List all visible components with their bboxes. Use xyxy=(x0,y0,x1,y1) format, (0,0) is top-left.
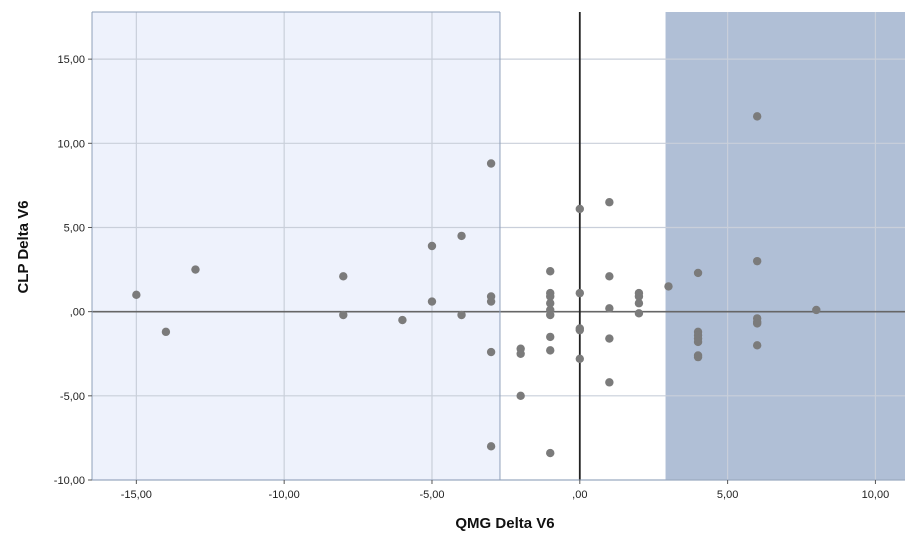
data-point xyxy=(575,288,584,298)
y-tick-label: ,00 xyxy=(70,307,85,319)
data-points xyxy=(132,112,821,458)
data-point xyxy=(546,332,555,342)
data-point xyxy=(398,315,407,325)
data-point xyxy=(457,310,466,320)
data-point xyxy=(575,204,584,214)
y-tick-label: -5,00 xyxy=(60,391,85,403)
data-point xyxy=(664,282,673,291)
data-point xyxy=(546,299,555,308)
data-point xyxy=(486,159,496,168)
data-point xyxy=(752,256,762,266)
data-point xyxy=(427,241,437,251)
data-point xyxy=(546,346,555,355)
y-axis-title: CLP Delta V6 xyxy=(15,200,32,293)
x-tick-label: 10,00 xyxy=(862,489,890,501)
data-point xyxy=(339,310,348,320)
reference-lines xyxy=(92,12,905,480)
x-axis-ticks: -15,00 -10,00 -5,00 ,00 5,00 10,00 xyxy=(121,480,889,501)
data-point xyxy=(605,198,614,207)
x-tick-label: -5,00 xyxy=(419,489,444,501)
data-point xyxy=(693,268,703,278)
y-tick-label: 10,00 xyxy=(57,138,85,150)
data-point xyxy=(575,354,584,363)
data-point xyxy=(605,304,614,313)
data-point xyxy=(546,310,555,320)
y-tick-label: 5,00 xyxy=(64,222,85,234)
data-point xyxy=(546,267,555,276)
data-point xyxy=(516,391,525,401)
data-point xyxy=(605,334,614,343)
x-axis-title: QMG Delta V6 xyxy=(455,515,554,532)
data-point xyxy=(693,337,703,347)
data-point xyxy=(546,448,555,458)
shaded-region-2 xyxy=(665,12,905,480)
y-axis-ticks: -10,00 -5,00 ,00 5,00 10,00 15,00 xyxy=(54,54,92,487)
data-point xyxy=(516,349,525,358)
x-tick-label: 5,00 xyxy=(717,489,738,501)
data-point xyxy=(693,352,703,362)
x-tick-label: ,00 xyxy=(572,489,587,501)
data-point xyxy=(486,442,496,451)
data-point xyxy=(191,265,200,274)
data-point xyxy=(752,319,762,328)
data-point xyxy=(486,297,496,306)
data-point xyxy=(634,309,644,318)
data-point xyxy=(605,378,614,387)
data-point xyxy=(752,112,762,121)
y-tick-label: 15,00 xyxy=(57,54,85,66)
plot-frame xyxy=(91,11,905,481)
data-point xyxy=(457,231,466,241)
x-tick-label: -10,00 xyxy=(269,489,300,501)
data-point xyxy=(575,325,584,335)
data-point xyxy=(486,347,496,357)
shaded-regions xyxy=(92,12,905,480)
data-point xyxy=(634,299,644,308)
data-point xyxy=(546,292,555,301)
data-point xyxy=(812,305,821,315)
data-point xyxy=(605,272,614,281)
data-point xyxy=(427,297,437,306)
data-point xyxy=(634,292,644,301)
shaded-region-1 xyxy=(92,12,500,480)
data-point xyxy=(132,290,141,300)
data-point xyxy=(161,327,171,337)
x-tick-label: -15,00 xyxy=(121,489,152,501)
data-point xyxy=(339,272,348,281)
data-point xyxy=(752,341,762,350)
y-tick-label: -10,00 xyxy=(54,475,85,487)
